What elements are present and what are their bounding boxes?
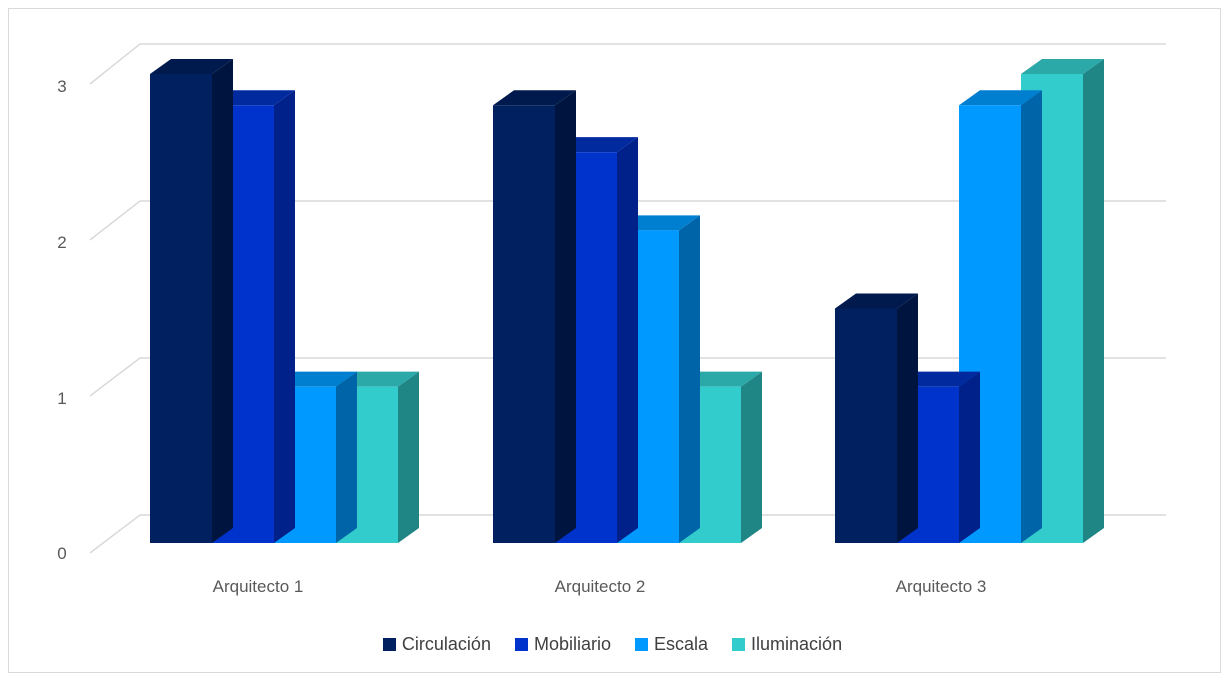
legend-swatch-escala <box>635 637 648 651</box>
bar-3-circulacion <box>835 293 918 543</box>
gridline-diagonal-0 <box>89 514 141 554</box>
legend-item-mobiliario: Mobiliario <box>514 633 611 655</box>
y-tick-label-2: 2 <box>57 233 66 252</box>
bar-top-face <box>1021 59 1104 74</box>
bar-top-face <box>959 90 1042 106</box>
bar-side-face <box>679 215 700 544</box>
gridline-diagonal-1 <box>89 357 141 397</box>
bar-front-face <box>493 105 555 544</box>
y-tick-label-0: 0 <box>57 544 66 563</box>
legend-swatch-circulacion <box>382 637 396 651</box>
legend-label-mobiliario: Mobiliario <box>533 633 611 654</box>
legend-label-escala: Escala <box>654 633 709 654</box>
bar-front-face <box>150 74 212 543</box>
bar-side-face <box>274 90 295 544</box>
bar-side-face <box>336 371 357 543</box>
legend-swatch-iluminacion <box>732 637 746 651</box>
legend-item-circulacion: Circulación <box>382 633 491 655</box>
gridline-diagonal-2 <box>89 200 141 241</box>
category-label-3: Arquitecto 3 <box>896 577 987 596</box>
legend-item-escala: Escala <box>635 634 708 655</box>
bar-side-face <box>398 371 419 543</box>
legend: Circulación Mobiliario Escala Iluminació… <box>0 629 1225 659</box>
gridline-diagonal-3 <box>89 43 141 85</box>
y-tick-label-1: 1 <box>57 389 66 408</box>
category-label-2: Arquitecto 2 <box>555 577 646 596</box>
legend-swatch-mobiliario <box>514 637 528 651</box>
bar-side-face <box>959 371 980 543</box>
bar-side-face <box>555 90 576 544</box>
bars <box>150 59 1104 544</box>
category-label-1: Arquitecto 1 <box>213 577 304 596</box>
legend-label-circulacion: Circulación <box>401 633 491 654</box>
legend-label-iluminacion: Iluminación <box>751 633 843 654</box>
bar-side-face <box>897 293 918 543</box>
x-axis-categories: Arquitecto 1 Arquitecto 2 Arquitecto 3 <box>213 577 987 596</box>
legend-item-iluminacion: Iluminación <box>732 634 842 655</box>
bar-side-face <box>1083 59 1104 543</box>
bar-2-circulacion <box>493 90 576 544</box>
bar-front-face <box>835 308 897 543</box>
bar-side-face <box>617 137 638 543</box>
bar-side-face <box>212 59 233 543</box>
y-axis-ticks: 0 1 2 3 <box>57 77 66 563</box>
bar-side-face <box>741 371 762 543</box>
y-tick-label-3: 3 <box>57 77 66 96</box>
bar-top-face <box>493 90 576 106</box>
bar-top-face <box>150 59 233 74</box>
bar-1-circulacion <box>150 59 233 543</box>
bar-side-face <box>1021 90 1042 544</box>
bar-top-face <box>835 293 918 309</box>
